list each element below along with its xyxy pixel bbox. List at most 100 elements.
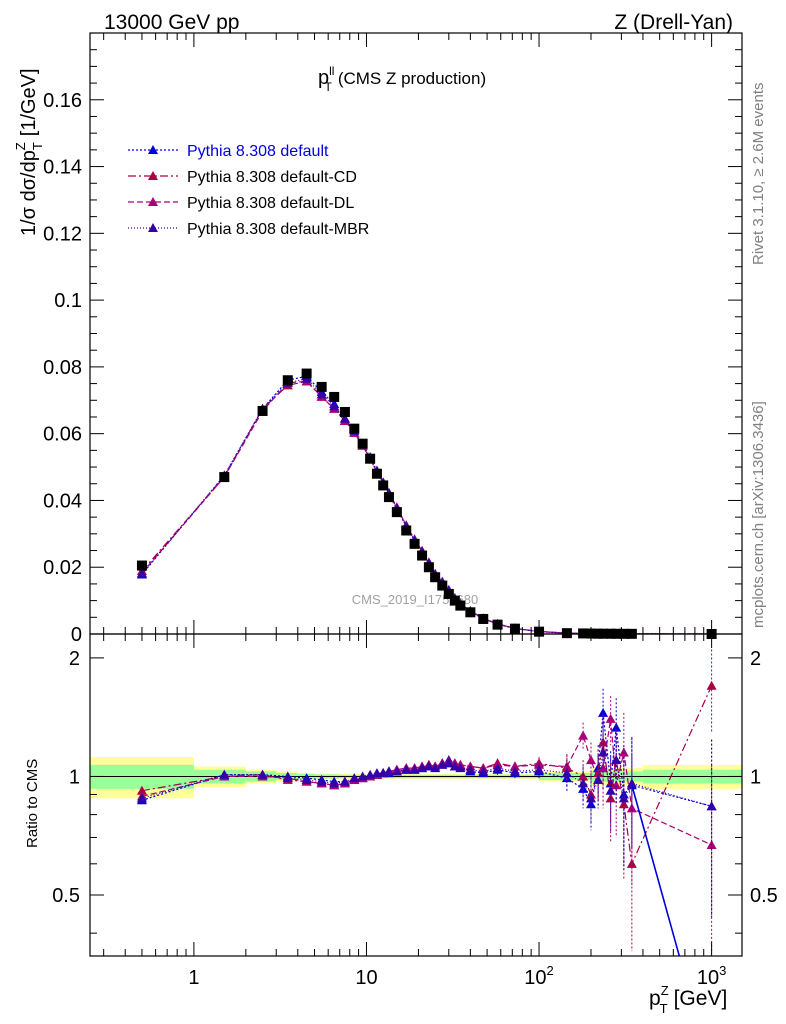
plot-title-rest: (CMS Z production) (338, 69, 486, 88)
x-tick-label-exp: 3 (719, 963, 726, 978)
x-label-sup: Z (661, 983, 669, 998)
y-axis-label-top: 1/σ dσ/dpTZ [1/GeV] (13, 68, 45, 236)
y-label-top-unit: [1/GeV] (18, 68, 40, 136)
ratio-point-mbr (401, 764, 412, 774)
ratio-point-mbr (443, 758, 454, 768)
ratio-point-default (585, 799, 596, 809)
y-tick-label: 0.12 (43, 223, 82, 245)
ratio-point-cd (618, 799, 629, 809)
ratio-frame (89, 633, 743, 957)
ratio-point-mbr (257, 769, 268, 779)
legend-label-mbr: Pythia 8.308 default-MBR (187, 221, 369, 238)
ratio-y-tick-label-right: 2 (750, 648, 761, 670)
ratio-point-cd (598, 737, 609, 747)
main-point-mbr (339, 413, 350, 423)
ratio-point-mbr (626, 778, 637, 788)
plot-title-main: p (318, 67, 329, 89)
data-point (282, 375, 293, 386)
header-left: 13000 GeV pp (104, 11, 239, 34)
x-label-unit: [GeV] (674, 987, 728, 1010)
data-point (465, 607, 476, 618)
ratio-point-mbr (423, 761, 434, 771)
ratio-point-mbr (618, 793, 629, 803)
main-panel-data-points (136, 368, 717, 639)
x-axis-label: pZ T [GeV] (649, 983, 727, 1016)
x-tick-label-base: 1 (188, 967, 199, 989)
header-right: Z (Drell-Yan) (614, 11, 733, 34)
data-point (357, 438, 368, 449)
data-point (455, 600, 466, 611)
ratio-point-dl (605, 713, 616, 723)
data-point (136, 560, 147, 571)
ratio-point-mbr (509, 766, 520, 776)
mcplots-text: mcplots.cern.ch [arXiv:1306.3436] (750, 401, 767, 628)
ratio-point-mbr (329, 778, 340, 788)
y-tick-label: 0 (71, 624, 82, 646)
ratio-point-dl (509, 761, 520, 771)
data-point (430, 572, 441, 583)
data-point (409, 538, 420, 549)
ratio-point-mbr (585, 793, 596, 803)
ratio-point-mbr (349, 773, 360, 783)
plot-title-sub: T (324, 80, 332, 94)
y-tick-label: 0.16 (43, 90, 82, 112)
ratio-point-cd (626, 858, 637, 868)
ratio-y-tick-label-right: 0.5 (750, 885, 778, 907)
ratio-point-default (598, 707, 609, 717)
ratio-point-dl (578, 730, 589, 740)
ratio-point-mbr (301, 774, 312, 784)
ratio-point-mbr (611, 755, 622, 765)
ratio-point-mbr (706, 801, 717, 811)
ratio-point-mbr (598, 747, 609, 757)
x-tick-label: 103 (697, 963, 726, 989)
ratio-point-mbr (430, 763, 441, 773)
ratio-point-mbr (593, 774, 604, 784)
ratio-point-mbr (316, 776, 327, 786)
ratio-point-mbr (136, 793, 147, 803)
ratio-point-cd (136, 785, 147, 795)
main-point-mbr (136, 568, 147, 578)
ratio-point-dl (626, 803, 637, 813)
legend-marker-cd (148, 171, 158, 180)
ratio-point-mbr (391, 766, 402, 776)
data-point (478, 613, 489, 624)
data-point (257, 405, 268, 416)
y-tick-label: 0.14 (43, 157, 82, 179)
y-axis-label-bottom: Ratio to CMS (24, 759, 41, 848)
data-point (391, 507, 402, 518)
data-point (349, 423, 360, 434)
x-tick-label: 102 (524, 963, 553, 989)
legend-marker-default (148, 145, 158, 154)
y-label-top-sub: T (30, 142, 45, 150)
ratio-point-mbr (383, 766, 394, 776)
ratio-point-mbr (282, 773, 293, 783)
ratio-point-mbr (357, 771, 368, 781)
data-point (423, 562, 434, 573)
ratio-point-mbr (534, 764, 545, 774)
main-point-mbr (329, 401, 340, 411)
data-point (449, 595, 460, 606)
legend-marker-mbr (148, 223, 158, 232)
x-tick-label-base: 10 (524, 967, 546, 989)
ratio-point-mbr (465, 764, 476, 774)
x-tick-label-base: 10 (355, 967, 377, 989)
legend-label-cd: Pythia 8.308 default-CD (187, 169, 357, 186)
ratio-point-mbr (449, 761, 460, 771)
data-point (378, 480, 389, 491)
x-tick-label: 10 (355, 967, 377, 989)
plot-title-sup: ll (329, 64, 334, 78)
y-tick-label: 0.08 (43, 357, 82, 379)
ratio-point-mbr (492, 763, 503, 773)
ratio-point-mbr (339, 776, 350, 786)
data-point (509, 623, 520, 634)
legend-label-dl: Pythia 8.308 default-DL (187, 195, 354, 212)
ratio-point-dl (618, 747, 629, 757)
ratio-point-mbr (561, 768, 572, 778)
ratio-line-default-drop (631, 785, 681, 956)
data-point (339, 406, 350, 417)
ratio-line-default (141, 712, 712, 807)
data-point (417, 550, 428, 561)
y-tick-label: 0.06 (43, 424, 82, 446)
x-tick-label-exp: 2 (547, 963, 554, 978)
ratio-point-mbr (578, 778, 589, 788)
